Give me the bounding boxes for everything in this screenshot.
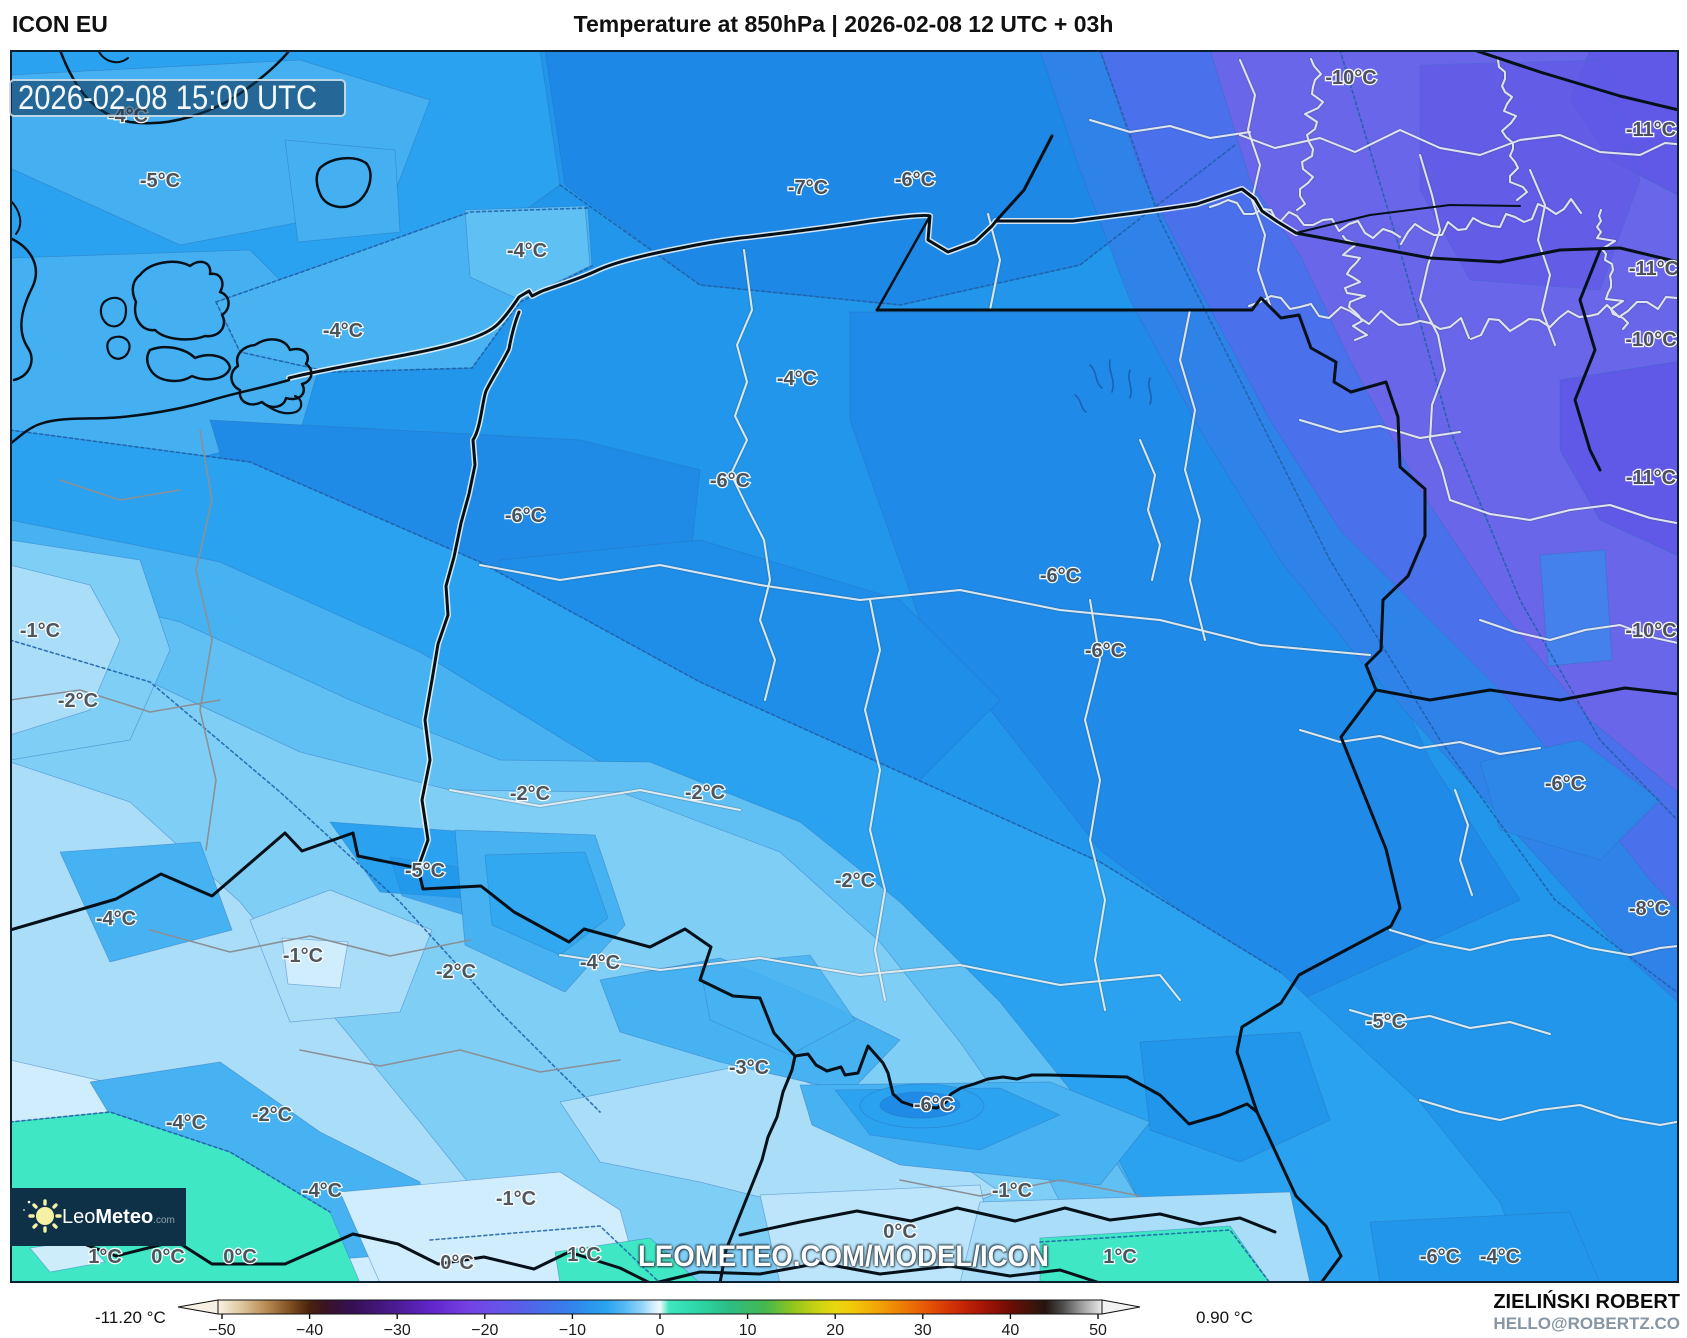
svg-text:0: 0 — [656, 1322, 665, 1338]
svg-text:-4°C: -4°C — [1480, 1246, 1520, 1268]
svg-text:-7°C: -7°C — [788, 177, 828, 199]
svg-text:-2°C: -2°C — [436, 961, 476, 983]
svg-text:-6°C: -6°C — [1545, 773, 1585, 795]
svg-text:−40: −40 — [296, 1322, 323, 1338]
svg-text:−10: −10 — [559, 1322, 586, 1338]
svg-text:−50: −50 — [208, 1322, 235, 1338]
svg-text:-4°C: -4°C — [580, 952, 620, 974]
svg-text:-4°C: -4°C — [302, 1180, 342, 1202]
svg-text:-5°C: -5°C — [405, 860, 445, 882]
svg-text:−30: −30 — [384, 1322, 411, 1338]
svg-text:-6°C: -6°C — [914, 1094, 954, 1116]
svg-text:-1°C: -1°C — [283, 945, 323, 967]
svg-text:-10°C: -10°C — [1325, 67, 1376, 89]
svg-text:-6°C: -6°C — [505, 505, 545, 527]
svg-text:-2°C: -2°C — [685, 782, 725, 804]
svg-text:-1°C: -1°C — [20, 620, 60, 642]
svg-text:-6°C: -6°C — [1420, 1246, 1460, 1268]
svg-text:LeoMeteo.com: LeoMeteo.com — [62, 1206, 175, 1228]
svg-text:-6°C: -6°C — [1085, 640, 1125, 662]
svg-text:-2°C: -2°C — [835, 870, 875, 892]
svg-text:-10°C: -10°C — [1625, 620, 1676, 642]
svg-text:-6°C: -6°C — [1040, 565, 1080, 587]
svg-text:-1°C: -1°C — [992, 1180, 1032, 1202]
svg-text:0°C: 0°C — [223, 1246, 257, 1268]
svg-text:50: 50 — [1089, 1322, 1107, 1338]
svg-text:1°C: 1°C — [88, 1246, 122, 1268]
svg-text:-11°C: -11°C — [1626, 119, 1676, 141]
svg-text:1°C: 1°C — [567, 1244, 601, 1266]
svg-text:-4°C: -4°C — [507, 240, 547, 262]
svg-text:-1°C: -1°C — [496, 1188, 536, 1210]
svg-text:-4°C: -4°C — [323, 320, 363, 342]
svg-text:0°C: 0°C — [151, 1246, 185, 1268]
svg-text:-6°C: -6°C — [895, 169, 935, 191]
svg-text:1°C: 1°C — [1103, 1246, 1137, 1268]
svg-text:-6°C: -6°C — [710, 470, 750, 492]
svg-text:-5°C: -5°C — [140, 170, 180, 192]
svg-text:0°C: 0°C — [440, 1252, 474, 1274]
svg-text:-4°C: -4°C — [166, 1112, 206, 1134]
svg-text:−20: −20 — [471, 1322, 498, 1338]
svg-text:-10°C: -10°C — [1625, 329, 1676, 351]
svg-text:-2°C: -2°C — [252, 1104, 292, 1126]
svg-text:-3°C: -3°C — [729, 1057, 769, 1079]
svg-text:40: 40 — [1002, 1322, 1020, 1338]
svg-text:-2°C: -2°C — [58, 690, 98, 712]
svg-text:-11°C: -11°C — [1629, 258, 1679, 280]
svg-text:-8°C: -8°C — [1629, 898, 1669, 920]
svg-text:-4°C: -4°C — [96, 908, 136, 930]
svg-text:20: 20 — [826, 1322, 844, 1338]
svg-text:-4°C: -4°C — [777, 368, 817, 390]
svg-text:-11°C: -11°C — [1626, 467, 1676, 489]
svg-text:-2°C: -2°C — [510, 783, 550, 805]
svg-text:30: 30 — [914, 1322, 932, 1338]
svg-text:0°C: 0°C — [883, 1221, 917, 1243]
svg-text:10: 10 — [739, 1322, 757, 1338]
svg-text:-5°C: -5°C — [1366, 1011, 1406, 1033]
